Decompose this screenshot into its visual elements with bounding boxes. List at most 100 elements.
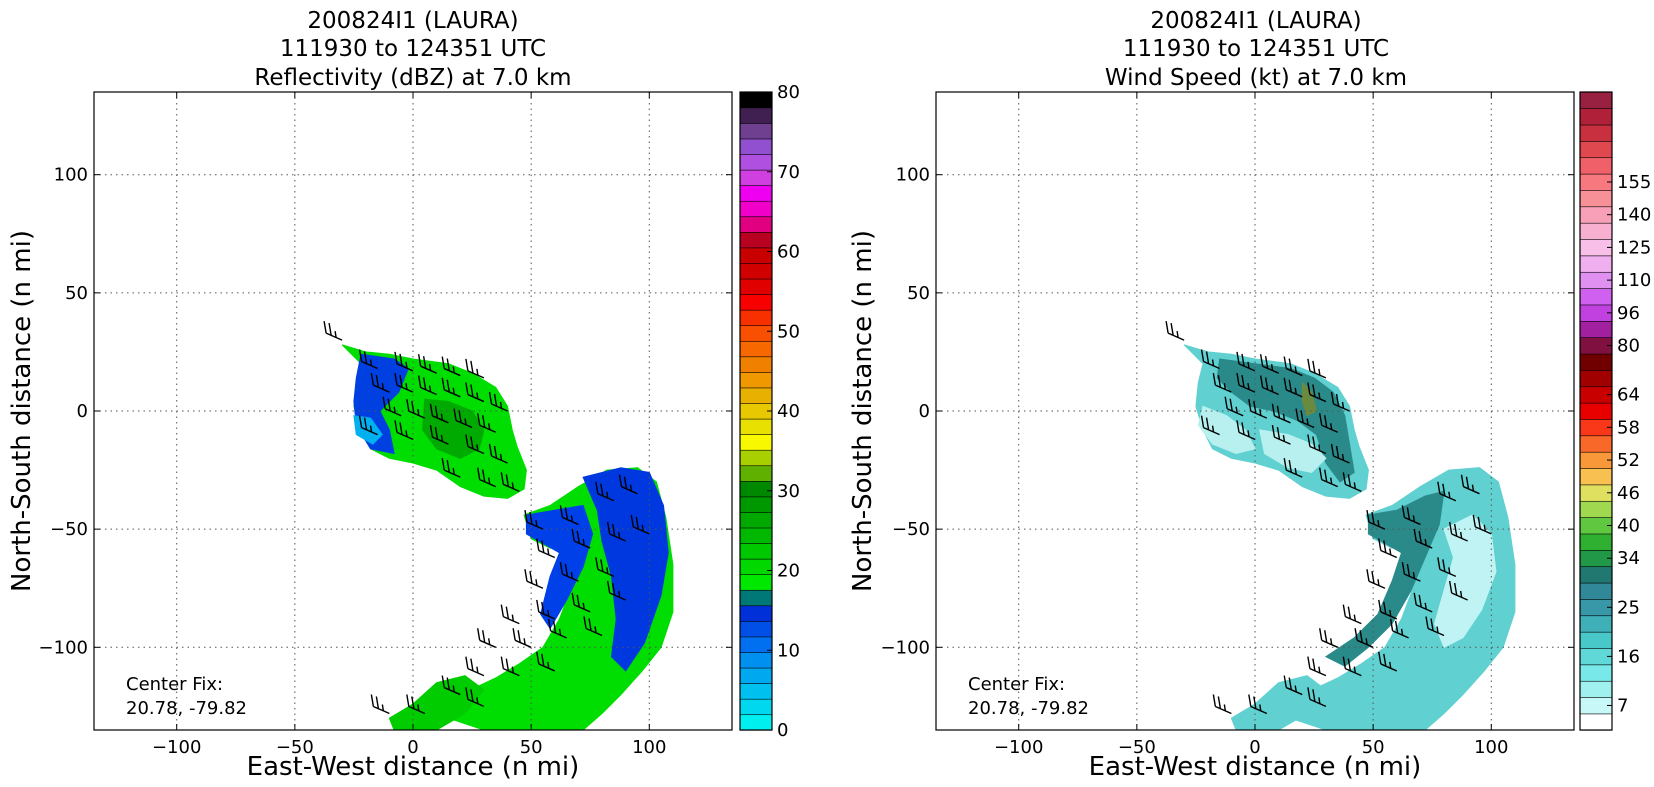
reflectivity-colorbar-swatch: [739, 605, 773, 622]
wind-speed-wind-barb: [1259, 354, 1279, 374]
reflectivity-region-south-tail: [388, 675, 485, 730]
wind-speed-region-north-band-pale2: [1259, 429, 1327, 473]
reflectivity-wind-barb: [323, 320, 343, 341]
wind-speed-colorbar-tick-label: 80: [1617, 336, 1640, 357]
reflectivity-x-tick-label: 50: [520, 737, 543, 758]
reflectivity-wind-barb: [595, 481, 615, 502]
wind-speed-colorbar-swatch: [1579, 713, 1613, 731]
wind-speed-y-tick-label: −100: [881, 637, 930, 658]
reflectivity-colorbar-swatch: [739, 200, 773, 218]
wind-speed-y-tick-label: −50: [892, 519, 930, 540]
reflectivity-wind-barb: [465, 358, 485, 379]
reflectivity-wind-barb: [488, 391, 508, 412]
wind-speed-wind-barb: [1448, 580, 1468, 601]
reflectivity-wind-barb: [477, 467, 496, 488]
reflectivity-wind-barb: [465, 656, 485, 677]
reflectivity-colorbar-swatch: [739, 387, 773, 404]
reflectivity-y-tick-label: 50: [65, 283, 88, 304]
reflectivity-y-ticks: −100 −50 0 50 100: [39, 165, 732, 658]
wind-speed-panel: 200824I1 (LAURA) 111930 to 124351 UTC Wi…: [848, 8, 1651, 782]
reflectivity-colorbar-tick-label: 60: [777, 242, 800, 263]
reflectivity-x-tick-label: −50: [276, 737, 314, 758]
wind-speed-wind-barb: [1342, 472, 1362, 492]
reflectivity-wind-barb: [488, 443, 508, 464]
reflectivity-wind-barb: [394, 372, 414, 393]
wind-speed-wind-barb: [1271, 424, 1291, 445]
reflectivity-wind-barb: [536, 538, 556, 559]
reflectivity-colorbar-swatch: [739, 262, 773, 280]
wind-speed-wind-barb: [1271, 403, 1291, 424]
wind-speed-colorbar-swatch: [1579, 320, 1613, 338]
reflectivity-colorbar-swatch: [739, 231, 773, 249]
reflectivity-wind-barb: [417, 354, 437, 374]
reflectivity-wind-barb: [465, 687, 485, 708]
wind-speed-wind-barb: [1342, 656, 1362, 677]
reflectivity-colorbar-tick-label: 20: [777, 561, 800, 582]
wind-speed-colorbar-swatch: [1579, 353, 1613, 371]
wind-speed-x-tick-label: −100: [994, 737, 1043, 758]
reflectivity-colorbar-swatch: [739, 122, 773, 140]
reflectivity-wind-barb: [441, 675, 461, 696]
wind-speed-wind-barb: [1437, 481, 1457, 502]
wind-speed-wind-barb: [1330, 391, 1350, 412]
wind-speed-wind-barb: [1342, 604, 1362, 625]
wind-speed-wind-barb: [1378, 651, 1398, 672]
wind-speed-colorbar-tick-label: 58: [1617, 417, 1640, 438]
reflectivity-colorbar-swatch: [739, 216, 773, 233]
reflectivity-y-tick-label: 0: [77, 401, 88, 422]
wind-speed-colorbar-swatch: [1579, 402, 1613, 420]
reflectivity-wind-barb: [394, 420, 414, 440]
wind-speed-colorbar-tick-label: 125: [1617, 237, 1651, 258]
wind-speed-wind-barb: [1307, 434, 1327, 455]
reflectivity-region-east-band-blue: [582, 467, 669, 672]
wind-speed-colorbar-tick-label: 7: [1617, 695, 1628, 716]
wind-speed-wind-barb: [1472, 514, 1492, 535]
wind-speed-region-north-band-dark: [1216, 358, 1355, 483]
wind-speed-wind-barb: [1378, 538, 1398, 559]
reflectivity-colorbar-swatch: [739, 558, 773, 575]
wind-speed-center-fix-value: 20.78, -79.82: [968, 698, 1089, 719]
reflectivity-center-fix-label: Center Fix:: [126, 674, 223, 695]
reflectivity-wind-barb: [571, 528, 591, 549]
reflectivity-wind-barb: [417, 375, 437, 396]
wind-speed-wind-barb: [1307, 656, 1327, 677]
wind-speed-wind-barb: [1401, 505, 1421, 526]
wind-speed-title-line-1: 200824I1 (LAURA): [1150, 8, 1361, 34]
reflectivity-colorbar-swatch: [739, 511, 773, 529]
reflectivity-wind-barb: [547, 618, 567, 639]
wind-speed-region-south-tail: [1230, 675, 1327, 730]
wind-speed-wind-barb: [1283, 675, 1303, 696]
reflectivity-colorbar-swatch: [739, 574, 773, 591]
reflectivity-region-north-band-deep: [421, 398, 485, 459]
reflectivity-center-fix-value: 20.78, -79.82: [126, 698, 247, 719]
wind-speed-colorbar-swatch: [1579, 533, 1613, 551]
reflectivity-colorbar-swatch: [739, 325, 773, 342]
reflectivity-y-tick-label: −100: [39, 637, 88, 658]
reflectivity-colorbar-tick-label: 80: [777, 82, 800, 103]
wind-speed-colorbar-tick-label: 110: [1617, 270, 1651, 291]
reflectivity-x-tick-label: −100: [152, 737, 201, 758]
reflectivity-wind-barb: [583, 616, 603, 637]
reflectivity-x-axis-label: East-West distance (n mi): [247, 752, 580, 782]
reflectivity-y-tick-label: −50: [50, 519, 88, 540]
wind-speed-wind-barb: [1330, 443, 1350, 464]
wind-speed-wind-barb: [1366, 569, 1386, 589]
wind-speed-colorbar-swatch: [1579, 582, 1613, 600]
reflectivity-colorbar-swatch: [739, 465, 773, 482]
wind-speed-wind-barb: [1165, 320, 1185, 341]
wind-speed-wind-barb: [1200, 349, 1220, 370]
reflectivity-wind-barb: [406, 398, 426, 419]
wind-speed-wind-barb: [1378, 599, 1398, 620]
wind-speed-colorbar-swatch: [1579, 157, 1613, 175]
reflectivity-colorbar-swatch: [739, 496, 773, 513]
reflectivity-wind-barb: [512, 628, 532, 648]
wind-speed-colorbar-swatch: [1579, 680, 1613, 698]
wind-speed-colorbar-swatch: [1579, 615, 1613, 633]
reflectivity-colorbar-swatch: [739, 278, 773, 295]
wind-speed-center-fix-label: Center Fix:: [968, 674, 1065, 695]
wind-speed-wind-barb: [1319, 467, 1338, 488]
reflectivity-title-line-1: 200824I1 (LAURA): [307, 8, 518, 34]
reflectivity-colorbar-swatch: [739, 91, 773, 109]
reflectivity-wind-barb: [358, 349, 378, 370]
